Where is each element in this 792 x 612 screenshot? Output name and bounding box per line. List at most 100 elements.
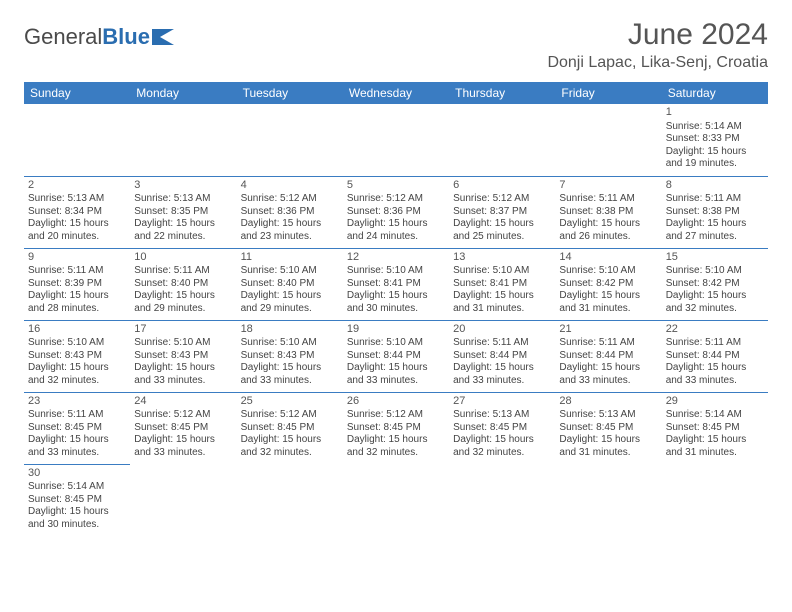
empty-cell [449, 104, 555, 176]
daylight-text: Daylight: 15 hours [347, 362, 445, 375]
daylight-text: and 24 minutes. [347, 231, 445, 244]
day-cell: 7Sunrise: 5:11 AMSunset: 8:38 PMDaylight… [555, 176, 661, 248]
daylight-text: and 32 minutes. [453, 447, 551, 460]
day-number: 4 [241, 179, 339, 193]
empty-cell [130, 104, 236, 176]
daylight-text: Daylight: 15 hours [28, 362, 126, 375]
sunset-text: Sunset: 8:36 PM [347, 206, 445, 219]
day-number: 16 [28, 323, 126, 337]
daylight-text: Daylight: 15 hours [453, 434, 551, 447]
sunset-text: Sunset: 8:44 PM [559, 350, 657, 363]
empty-cell [130, 464, 236, 536]
month-title: June 2024 [547, 18, 768, 52]
day-number: 19 [347, 323, 445, 337]
day-header: Wednesday [343, 82, 449, 104]
day-number: 14 [559, 251, 657, 265]
week-row: 30Sunrise: 5:14 AMSunset: 8:45 PMDayligh… [24, 464, 768, 536]
week-row: 2Sunrise: 5:13 AMSunset: 8:34 PMDaylight… [24, 176, 768, 248]
daylight-text: and 31 minutes. [559, 303, 657, 316]
day-cell: 10Sunrise: 5:11 AMSunset: 8:40 PMDayligh… [130, 248, 236, 320]
sunrise-text: Sunrise: 5:10 AM [453, 265, 551, 278]
sunrise-text: Sunrise: 5:13 AM [28, 193, 126, 206]
daylight-text: Daylight: 15 hours [241, 290, 339, 303]
daylight-text: and 32 minutes. [347, 447, 445, 460]
week-row: 23Sunrise: 5:11 AMSunset: 8:45 PMDayligh… [24, 392, 768, 464]
daylight-text: and 33 minutes. [559, 375, 657, 388]
day-cell: 3Sunrise: 5:13 AMSunset: 8:35 PMDaylight… [130, 176, 236, 248]
sunrise-text: Sunrise: 5:11 AM [134, 265, 232, 278]
day-cell: 9Sunrise: 5:11 AMSunset: 8:39 PMDaylight… [24, 248, 130, 320]
daylight-text: Daylight: 15 hours [241, 218, 339, 231]
sunrise-text: Sunrise: 5:10 AM [559, 265, 657, 278]
day-cell: 22Sunrise: 5:11 AMSunset: 8:44 PMDayligh… [662, 320, 768, 392]
sunset-text: Sunset: 8:38 PM [666, 206, 764, 219]
day-cell: 16Sunrise: 5:10 AMSunset: 8:43 PMDayligh… [24, 320, 130, 392]
sunrise-text: Sunrise: 5:10 AM [347, 265, 445, 278]
day-cell: 15Sunrise: 5:10 AMSunset: 8:42 PMDayligh… [662, 248, 768, 320]
day-cell: 8Sunrise: 5:11 AMSunset: 8:38 PMDaylight… [662, 176, 768, 248]
day-cell: 12Sunrise: 5:10 AMSunset: 8:41 PMDayligh… [343, 248, 449, 320]
empty-cell [237, 104, 343, 176]
day-cell: 30Sunrise: 5:14 AMSunset: 8:45 PMDayligh… [24, 464, 130, 536]
sunset-text: Sunset: 8:42 PM [559, 278, 657, 291]
day-number: 27 [453, 395, 551, 409]
sunrise-text: Sunrise: 5:10 AM [134, 337, 232, 350]
day-number: 24 [134, 395, 232, 409]
sunrise-text: Sunrise: 5:10 AM [241, 337, 339, 350]
daylight-text: and 30 minutes. [347, 303, 445, 316]
sunrise-text: Sunrise: 5:11 AM [559, 193, 657, 206]
daylight-text: Daylight: 15 hours [134, 434, 232, 447]
week-row: 9Sunrise: 5:11 AMSunset: 8:39 PMDaylight… [24, 248, 768, 320]
daylight-text: and 32 minutes. [28, 375, 126, 388]
sunrise-text: Sunrise: 5:10 AM [241, 265, 339, 278]
sunrise-text: Sunrise: 5:12 AM [134, 409, 232, 422]
week-row: 1Sunrise: 5:14 AMSunset: 8:33 PMDaylight… [24, 104, 768, 176]
sunrise-text: Sunrise: 5:10 AM [666, 265, 764, 278]
daylight-text: and 29 minutes. [134, 303, 232, 316]
day-header: Monday [130, 82, 236, 104]
daylight-text: Daylight: 15 hours [241, 434, 339, 447]
day-number: 23 [28, 395, 126, 409]
daylight-text: Daylight: 15 hours [28, 218, 126, 231]
day-number: 26 [347, 395, 445, 409]
sunrise-text: Sunrise: 5:14 AM [28, 481, 126, 494]
day-number: 15 [666, 251, 764, 265]
day-number: 6 [453, 179, 551, 193]
sunset-text: Sunset: 8:33 PM [666, 133, 764, 146]
sunset-text: Sunset: 8:45 PM [453, 422, 551, 435]
daylight-text: and 33 minutes. [453, 375, 551, 388]
sunset-text: Sunset: 8:44 PM [347, 350, 445, 363]
day-cell: 4Sunrise: 5:12 AMSunset: 8:36 PMDaylight… [237, 176, 343, 248]
daylight-text: and 25 minutes. [453, 231, 551, 244]
empty-cell [343, 464, 449, 536]
daylight-text: Daylight: 15 hours [559, 362, 657, 375]
daylight-text: Daylight: 15 hours [28, 506, 126, 519]
day-cell: 29Sunrise: 5:14 AMSunset: 8:45 PMDayligh… [662, 392, 768, 464]
sunset-text: Sunset: 8:43 PM [134, 350, 232, 363]
sunset-text: Sunset: 8:40 PM [241, 278, 339, 291]
day-header: Sunday [24, 82, 130, 104]
title-block: June 2024 Donji Lapac, Lika-Senj, Croati… [547, 18, 768, 72]
day-number: 18 [241, 323, 339, 337]
week-row: 16Sunrise: 5:10 AMSunset: 8:43 PMDayligh… [24, 320, 768, 392]
day-number: 21 [559, 323, 657, 337]
daylight-text: Daylight: 15 hours [666, 434, 764, 447]
sunset-text: Sunset: 8:41 PM [453, 278, 551, 291]
day-number: 29 [666, 395, 764, 409]
sunrise-text: Sunrise: 5:13 AM [559, 409, 657, 422]
sunset-text: Sunset: 8:36 PM [241, 206, 339, 219]
daylight-text: and 19 minutes. [666, 158, 764, 171]
sunset-text: Sunset: 8:45 PM [134, 422, 232, 435]
daylight-text: Daylight: 15 hours [559, 290, 657, 303]
empty-cell [555, 464, 661, 536]
daylight-text: and 31 minutes. [453, 303, 551, 316]
daylight-text: Daylight: 15 hours [347, 290, 445, 303]
day-cell: 27Sunrise: 5:13 AMSunset: 8:45 PMDayligh… [449, 392, 555, 464]
daylight-text: Daylight: 15 hours [453, 362, 551, 375]
sunset-text: Sunset: 8:45 PM [28, 494, 126, 507]
day-cell: 18Sunrise: 5:10 AMSunset: 8:43 PMDayligh… [237, 320, 343, 392]
sunrise-text: Sunrise: 5:11 AM [666, 337, 764, 350]
day-number: 1 [666, 106, 764, 120]
daylight-text: and 33 minutes. [134, 447, 232, 460]
sunrise-text: Sunrise: 5:13 AM [453, 409, 551, 422]
